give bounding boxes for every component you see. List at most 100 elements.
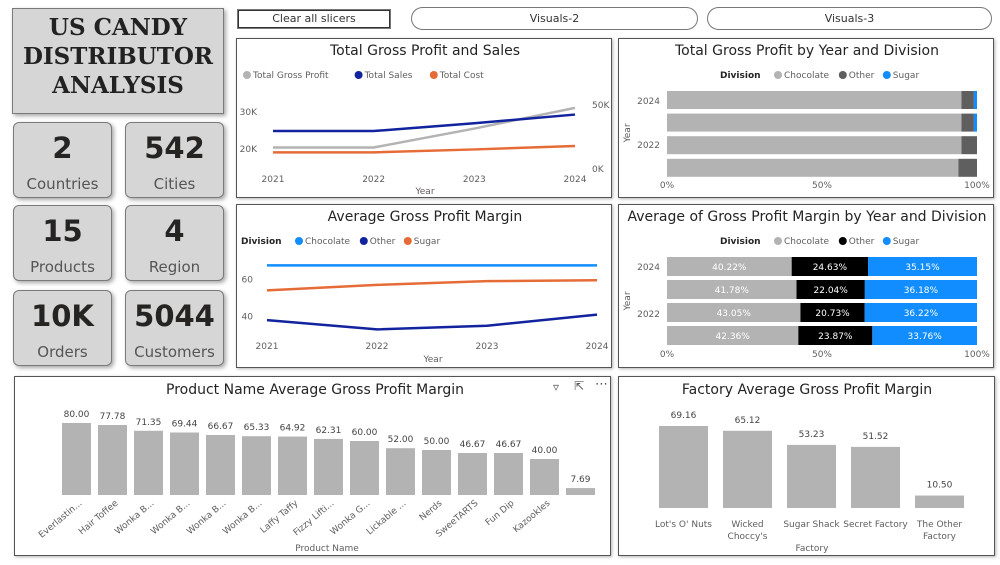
data-label: 80.00 — [64, 410, 90, 420]
x-tick-label: 0% — [660, 350, 675, 360]
data-label: 36.18% — [904, 286, 939, 296]
bar-segment — [958, 158, 977, 177]
series-line — [266, 278, 598, 292]
x-axis-title: Year — [414, 187, 434, 197]
data-label: 23.87% — [818, 332, 853, 342]
legend-marker — [774, 237, 782, 245]
data-label: 40.00 — [532, 446, 558, 456]
bar — [659, 426, 708, 508]
margin-division-chart: Average of Gross Profit Margin by Year a… — [623, 209, 990, 360]
more-options-icon[interactable]: ⋯ — [595, 377, 608, 392]
x-tick-label: 50% — [812, 350, 832, 360]
bar — [98, 424, 127, 495]
bar — [723, 430, 772, 508]
y-tick-label: 30K — [240, 108, 258, 118]
legend-title: Division — [720, 237, 761, 247]
kpi-label: Products — [30, 258, 95, 276]
data-label: 43.05% — [717, 309, 752, 319]
bar — [530, 459, 559, 495]
legend-label: Other — [370, 237, 396, 247]
y-tick-label: 2022 — [637, 141, 660, 151]
bar-segment — [667, 91, 962, 109]
legend-marker — [882, 237, 891, 245]
y-tick-label: 20K — [240, 145, 258, 155]
legend-marker — [354, 71, 363, 79]
x-tick-label: The Other — [916, 520, 962, 530]
report-title: US CANDY DISTRIBUTOR ANALYSIS — [22, 14, 214, 99]
kpi-products: 15 Products — [13, 205, 112, 281]
bar-segment — [667, 326, 799, 345]
kpi-countries: 2 Countries — [13, 122, 112, 198]
bar — [915, 495, 964, 508]
data-label: 7.69 — [570, 475, 590, 485]
y-axis-title: Year — [623, 123, 633, 143]
legend-title: Division — [241, 237, 282, 247]
kpi-value: 10K — [31, 299, 94, 333]
legend-label: Chocolate — [784, 237, 829, 247]
bar — [278, 436, 307, 495]
x-tick-label: 100% — [964, 350, 990, 360]
data-label: 53.23 — [799, 430, 825, 440]
profit-division-chart: Total Gross Profit by Year and Division D… — [623, 43, 990, 191]
y2-tick-label: 0K — [592, 165, 605, 175]
kpi-label: Orders — [37, 343, 88, 361]
x-tick-label: 2021 — [256, 342, 279, 352]
kpi-value: 4 — [164, 214, 185, 248]
data-label: 69.16 — [671, 411, 697, 421]
x-tick-label: 2022 — [366, 342, 389, 352]
y-tick-label: 2022 — [637, 310, 660, 320]
bar — [62, 423, 91, 495]
x-axis-title: Year — [422, 355, 442, 365]
kpi-value: 542 — [144, 131, 205, 165]
x-tick-label: 2023 — [476, 342, 499, 352]
x-axis-title: Factory — [796, 544, 830, 554]
series-line — [266, 313, 598, 331]
data-label: 22.04% — [814, 286, 849, 296]
data-label: 36.22% — [904, 309, 939, 319]
legend-marker — [359, 237, 368, 245]
data-label: 24.63% — [813, 263, 848, 273]
x-tick-label: Choccy's — [728, 532, 768, 542]
bar — [314, 438, 343, 495]
bar — [494, 452, 523, 495]
data-label: 10.50 — [927, 481, 953, 491]
data-label: 35.15% — [905, 263, 940, 273]
filter-icon[interactable]: ▿ — [553, 380, 560, 394]
legend-marker — [882, 71, 891, 79]
profit-sales-chart: Total Gross Profit and Sales Total Gross … — [240, 43, 611, 197]
profit-division-panel: Total Gross Profit by Year and Division D… — [618, 38, 994, 198]
focus-mode-icon[interactable]: ⇱ — [574, 379, 585, 393]
factory-margin-panel: Factory Average Gross Profit Margin 69.16… — [618, 376, 995, 556]
data-label: 65.12 — [735, 416, 761, 426]
bar-segment — [667, 303, 801, 322]
chart-title: Total Gross Profit by Year and Division — [674, 43, 939, 59]
legend-label: Total Gross Profit — [252, 71, 329, 81]
legend-marker — [243, 71, 251, 79]
y-tick-label: 2024 — [637, 97, 660, 107]
kpi-value: 5044 — [134, 299, 215, 333]
bar-segment — [872, 326, 977, 345]
bar-segment — [961, 136, 977, 155]
clear-slicers-button[interactable]: Clear all slicers — [237, 9, 391, 29]
bar — [787, 444, 836, 508]
legend-label: Chocolate — [305, 237, 350, 247]
legend-label: Total Sales — [364, 71, 413, 81]
kpi-cities: 542 Cities — [125, 122, 224, 198]
product-margin-chart: Product Name Average Gross Profit Margin… — [37, 382, 595, 554]
visuals-2-button[interactable]: Visuals-2 — [411, 7, 698, 30]
data-label: 46.67 — [460, 440, 486, 450]
kpi-label: Cities — [153, 175, 196, 193]
data-label: 71.35 — [136, 418, 162, 428]
x-tick-label: 2022 — [362, 175, 385, 185]
kpi-label: Countries — [26, 175, 99, 193]
x-tick-label: 100% — [964, 181, 990, 191]
visuals-3-button[interactable]: Visuals-3 — [707, 7, 992, 30]
kpi-customers: 5044 Customers — [125, 290, 224, 366]
legend-marker — [295, 237, 303, 245]
legend-label: Sugar — [893, 237, 920, 247]
data-label: 51.52 — [863, 432, 889, 442]
kpi-orders: 10K Orders — [13, 290, 112, 366]
bar-segment — [667, 113, 962, 132]
data-label: 65.33 — [244, 423, 270, 433]
factory-margin-chart: Factory Average Gross Profit Margin 69.16… — [655, 382, 964, 554]
